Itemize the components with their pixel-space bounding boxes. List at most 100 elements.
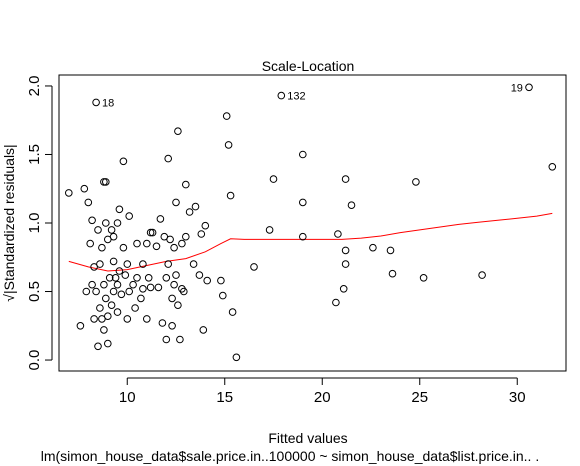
y-tick-label: 2.0	[26, 76, 43, 97]
x-axis: 10 15 20 25 30	[119, 377, 526, 406]
x-tick-label: 25	[411, 389, 428, 406]
y-tick-label: 1.0	[26, 213, 43, 234]
data-point	[412, 178, 420, 186]
data-point	[199, 326, 208, 334]
data-point	[139, 285, 147, 293]
y-axis-title: √|Standardized residuals|	[1, 144, 17, 301]
data-point	[115, 205, 124, 214]
data-point	[111, 274, 120, 282]
data-point	[299, 150, 307, 159]
data-point	[102, 178, 110, 186]
point-labels: 18 132 19	[102, 82, 523, 109]
data-point	[94, 342, 102, 351]
data-point	[113, 308, 122, 316]
data-point	[107, 301, 116, 310]
data-point	[548, 163, 557, 171]
point-label: 18	[102, 97, 114, 109]
data-point	[386, 246, 395, 255]
data-point	[174, 301, 182, 310]
data-point	[76, 322, 85, 330]
data-point	[525, 83, 533, 92]
data-point	[174, 127, 182, 135]
data-point	[94, 226, 102, 234]
data-point	[88, 280, 96, 289]
data-point	[109, 232, 118, 241]
data-point	[65, 189, 73, 197]
data-point	[156, 215, 165, 223]
data-point	[341, 260, 350, 268]
data-point	[104, 339, 112, 348]
data-point	[164, 154, 172, 163]
data-point	[347, 201, 356, 209]
data-point	[170, 280, 178, 289]
data-point	[100, 178, 108, 186]
data-point	[185, 208, 194, 216]
data-point	[105, 274, 114, 282]
data-point	[100, 280, 108, 289]
data-point	[84, 198, 93, 207]
data-point	[117, 290, 126, 299]
data-point	[82, 287, 91, 296]
data-point	[88, 216, 96, 225]
data-point	[92, 287, 100, 296]
data-point	[129, 280, 137, 289]
data-point	[228, 308, 237, 316]
data-point	[232, 353, 241, 362]
data-point	[146, 228, 155, 237]
data-point	[195, 271, 204, 279]
data-point	[152, 242, 161, 251]
data-point	[172, 198, 180, 207]
y-tick-label: 1.5	[26, 144, 43, 165]
data-point	[332, 298, 340, 307]
data-point	[299, 232, 307, 241]
data-point	[419, 274, 428, 282]
data-point	[180, 287, 188, 296]
y-axis: 0.0 0.5 1.0 1.5 2.0	[26, 76, 53, 371]
data-point	[478, 271, 486, 279]
data-point	[162, 335, 171, 344]
data-point	[189, 260, 198, 268]
data-point	[341, 246, 350, 255]
data-point	[168, 322, 176, 330]
data-point	[154, 283, 163, 292]
data-point	[131, 304, 139, 312]
data-point	[158, 319, 167, 327]
x-tick-label: 10	[119, 389, 136, 406]
data-point	[369, 243, 377, 252]
data-point	[203, 276, 211, 285]
data-point	[121, 271, 130, 279]
data-point	[98, 243, 106, 252]
data-point	[143, 239, 151, 248]
x-tick-label: 30	[509, 389, 526, 406]
data-point	[148, 228, 157, 237]
data-point	[133, 274, 141, 282]
data-point	[226, 191, 235, 200]
point-label: 19	[511, 82, 523, 94]
data-point	[201, 221, 210, 230]
data-point	[182, 180, 190, 189]
data-point	[102, 294, 110, 303]
data-point	[90, 315, 98, 323]
data-point	[92, 98, 100, 107]
data-point	[123, 260, 132, 268]
data-point	[217, 276, 225, 285]
data-point	[197, 230, 206, 238]
y-tick-label: 0.0	[26, 350, 43, 371]
data-point	[144, 274, 153, 282]
data-point	[137, 294, 145, 303]
data-point	[119, 243, 128, 252]
data-point	[250, 263, 258, 271]
data-point	[277, 91, 286, 100]
data-point	[334, 230, 342, 238]
data-point	[162, 274, 171, 282]
data-point	[176, 335, 184, 344]
y-tick-label: 0.5	[26, 281, 43, 302]
data-point	[178, 239, 186, 248]
data-point	[80, 184, 89, 193]
plot-frame	[58, 74, 567, 372]
data-point	[143, 315, 151, 323]
data-point	[100, 326, 108, 334]
data-point	[119, 157, 128, 166]
data-point	[299, 198, 307, 207]
